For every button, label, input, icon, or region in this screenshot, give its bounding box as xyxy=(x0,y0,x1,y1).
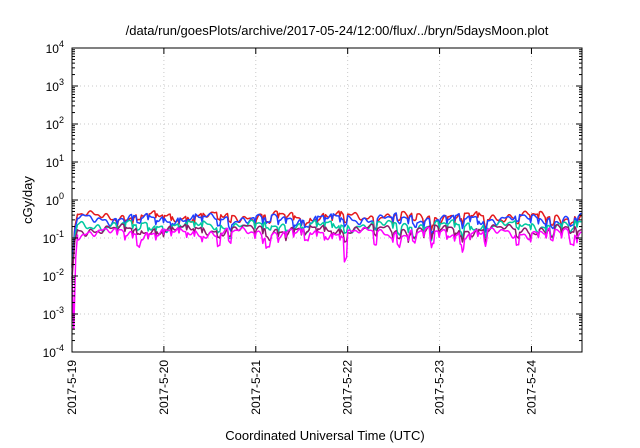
y-axis-label: cGy/day xyxy=(20,176,35,224)
series-line xyxy=(71,219,582,275)
series-line xyxy=(71,226,582,330)
y-tick-label: 101 xyxy=(46,153,64,170)
y-tick-base: 10 xyxy=(46,156,60,170)
y-tick-base: 10 xyxy=(43,346,57,360)
y-tick-label: 104 xyxy=(46,39,64,56)
y-tick-base: 10 xyxy=(43,308,57,322)
y-tick-label: 100 xyxy=(46,191,64,208)
y-tick-base: 10 xyxy=(46,118,60,132)
y-tick-exponent: 3 xyxy=(59,77,64,87)
chart-title: /data/run/goesPlots/archive/2017-05-24/1… xyxy=(126,23,549,38)
x-tick-label: 2017-5-21 xyxy=(249,360,263,415)
y-tick-base: 10 xyxy=(43,270,57,284)
y-tick-base: 10 xyxy=(46,42,60,56)
y-tick-label: 103 xyxy=(46,77,64,94)
y-tick-base: 10 xyxy=(46,80,60,94)
grid-lines xyxy=(71,47,582,353)
series-lines xyxy=(71,210,582,330)
y-tick-exponent: -3 xyxy=(56,305,64,315)
y-tick-exponent: -2 xyxy=(56,267,64,277)
x-tick-label: 2017-5-24 xyxy=(524,360,538,415)
y-tick-exponent: 0 xyxy=(59,191,64,201)
y-tick-exponent: -4 xyxy=(56,343,64,353)
y-tick-label: 10-3 xyxy=(43,305,64,322)
y-tick-exponent: 2 xyxy=(59,115,64,125)
y-tick-label: 10-2 xyxy=(43,267,64,284)
y-tick-label: 102 xyxy=(46,115,64,132)
x-tick-label: 2017-5-20 xyxy=(157,360,171,415)
series-line xyxy=(71,223,582,279)
x-axis-ticks: 2017-5-19 2017-5-20 2017-5-21 2017-5-22 2017… xyxy=(65,48,538,415)
y-tick-exponent: 4 xyxy=(59,39,64,49)
y-tick-label: 10-4 xyxy=(43,343,64,360)
y-tick-exponent: 1 xyxy=(59,153,64,163)
y-tick-base: 10 xyxy=(46,194,60,208)
x-tick-label: 2017-5-23 xyxy=(433,360,447,415)
y-tick-base: 10 xyxy=(43,232,57,246)
y-tick-exponent: -1 xyxy=(56,229,64,239)
x-tick-label: 2017-5-19 xyxy=(65,360,79,415)
y-tick-label: 10-1 xyxy=(43,229,64,246)
x-axis-label: Coordinated Universal Time (UTC) xyxy=(225,428,424,443)
x-tick-label: 2017-5-22 xyxy=(341,360,355,415)
